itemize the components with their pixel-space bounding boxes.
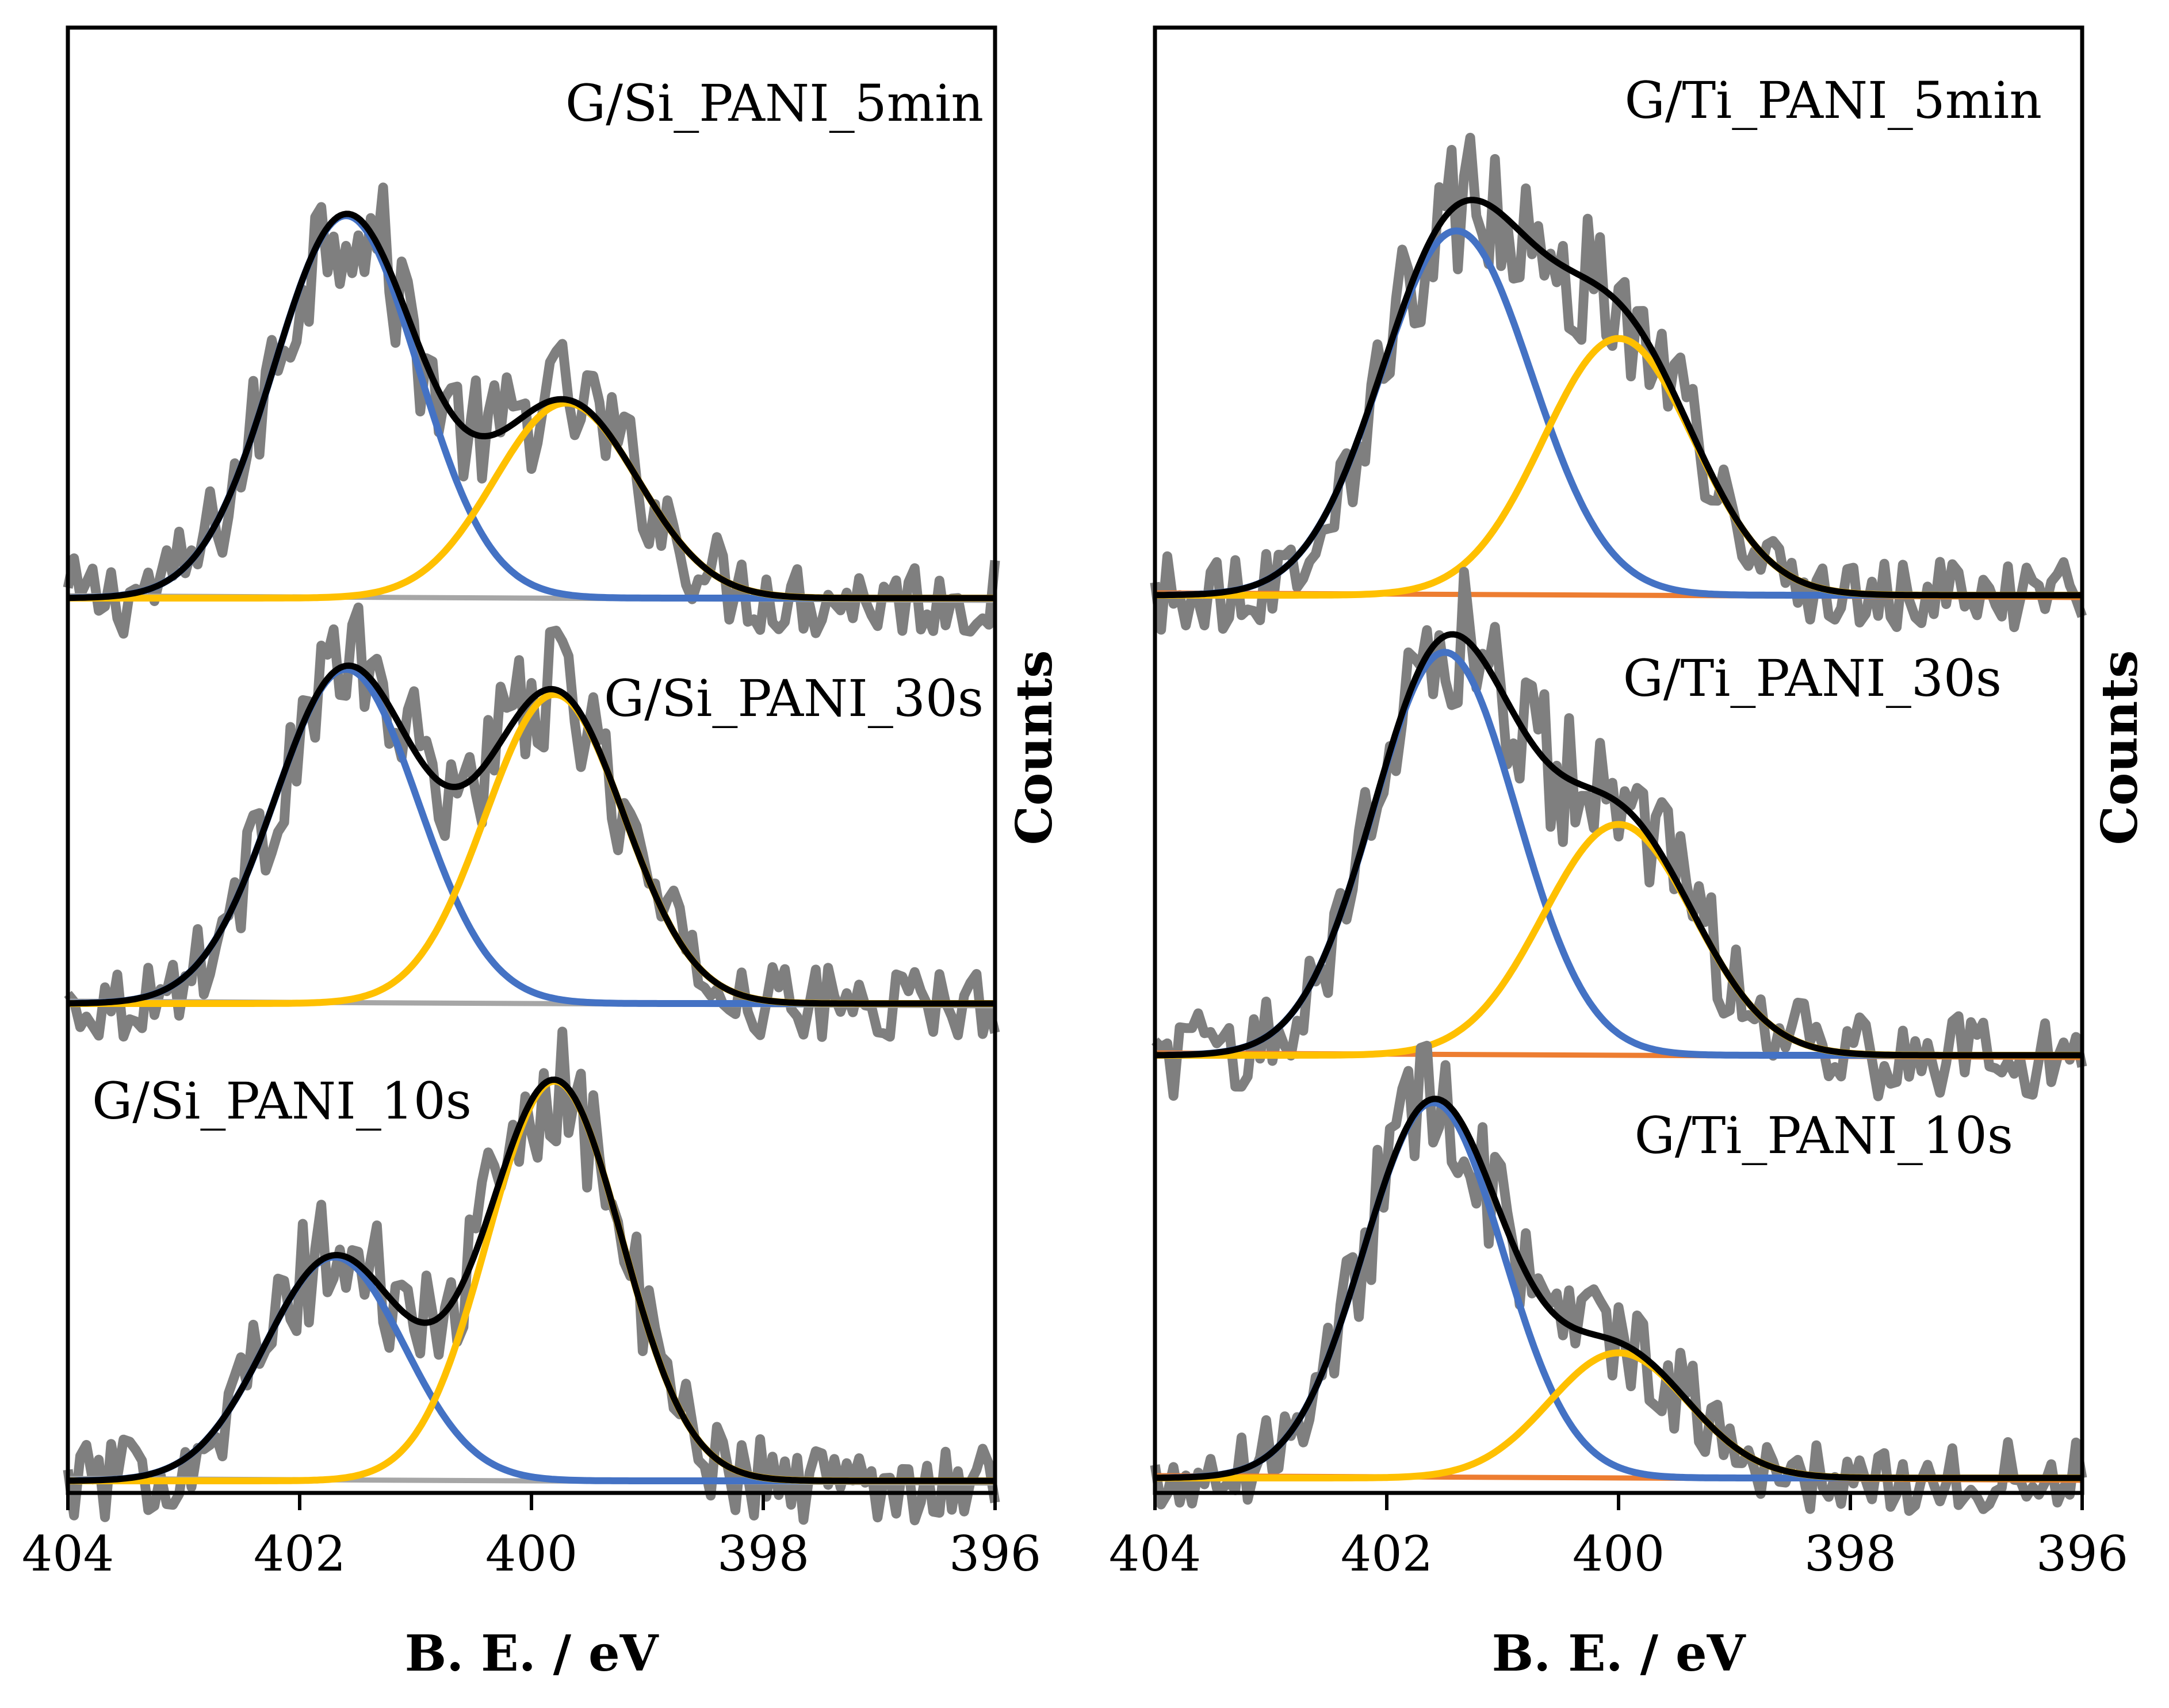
right-x-axis-title: B. E. / eV (1492, 1625, 1746, 1683)
left-subplot-1: G/Si_PANI_5min (63, 74, 1000, 639)
right-subplot-2: G/Ti_PANI_30s (1151, 566, 2087, 1101)
right-y-axis-title: Counts (2091, 650, 2149, 845)
left-x-tick-label-402: 402 (254, 1526, 346, 1582)
right-panel: G/Ti_PANI_5min G/Ti_PANI_30s G/Ti_PANI_1… (1109, 25, 2149, 1683)
right-s2-envelope (1155, 631, 2082, 1059)
right-frame (1153, 25, 2084, 1495)
left-x-tick-label-404: 404 (22, 1526, 114, 1582)
left-x-tick-label-396: 396 (949, 1526, 1041, 1582)
left-subplot-3: G/Si_PANI_10s (63, 1027, 1000, 1526)
left-x-tick-label-398: 398 (717, 1526, 809, 1582)
left-s2-envelope (67, 662, 995, 1007)
right-s3-label: G/Ti_PANI_10s (1635, 1106, 2013, 1165)
left-x-ticks: 404 402 400 398 396 (22, 1493, 1041, 1582)
left-y-axis-title: Counts (1005, 650, 1064, 845)
right-s2-label: G/Ti_PANI_30s (1623, 649, 2002, 708)
left-s3-label: G/Si_PANI_10s (92, 1071, 472, 1131)
right-x-tick-label-402: 402 (1341, 1526, 1433, 1582)
left-s1-raw-line (63, 182, 1000, 639)
left-s1-envelope (68, 210, 995, 602)
right-s1-envelope (1155, 197, 2082, 599)
left-frame (66, 25, 997, 1495)
left-s1-label: G/Si_PANI_5min (565, 74, 984, 133)
right-s3-raw-line (1150, 1040, 2087, 1516)
left-s3-envelope (68, 1076, 995, 1484)
left-x-tick-label-400: 400 (485, 1526, 577, 1582)
left-subplot-2: G/Si_PANI_30s (64, 602, 1000, 1042)
right-s1-label: G/Ti_PANI_5min (1625, 71, 2042, 130)
right-x-tick-label-404: 404 (1109, 1526, 1201, 1582)
left-x-axis-title: B. E. / eV (405, 1625, 659, 1683)
right-x-tick-label-400: 400 (1573, 1526, 1665, 1582)
right-s2-raw-line (1151, 566, 2087, 1101)
left-panel: G/Si_PANI_5min G/Si_PANI_30s G/Si_PANI_1… (22, 25, 1064, 1683)
right-x-ticks: 404 402 400 398 396 (1109, 1493, 2128, 1582)
right-s2-blue-peak (1155, 649, 2082, 1059)
left-s2-label: G/Si_PANI_30s (604, 669, 984, 728)
right-subplot-1: G/Ti_PANI_5min (1150, 71, 2087, 635)
left-s3-raw-line (63, 1027, 1000, 1526)
right-s1-raw-line (1150, 132, 2087, 635)
right-s3-envelope (1154, 1096, 2082, 1481)
right-subplot-3: G/Ti_PANI_10s (1150, 1040, 2087, 1516)
right-x-tick-label-398: 398 (1804, 1526, 1896, 1582)
right-x-tick-label-396: 396 (2036, 1526, 2128, 1582)
left-s2-raw-line (64, 602, 1000, 1042)
